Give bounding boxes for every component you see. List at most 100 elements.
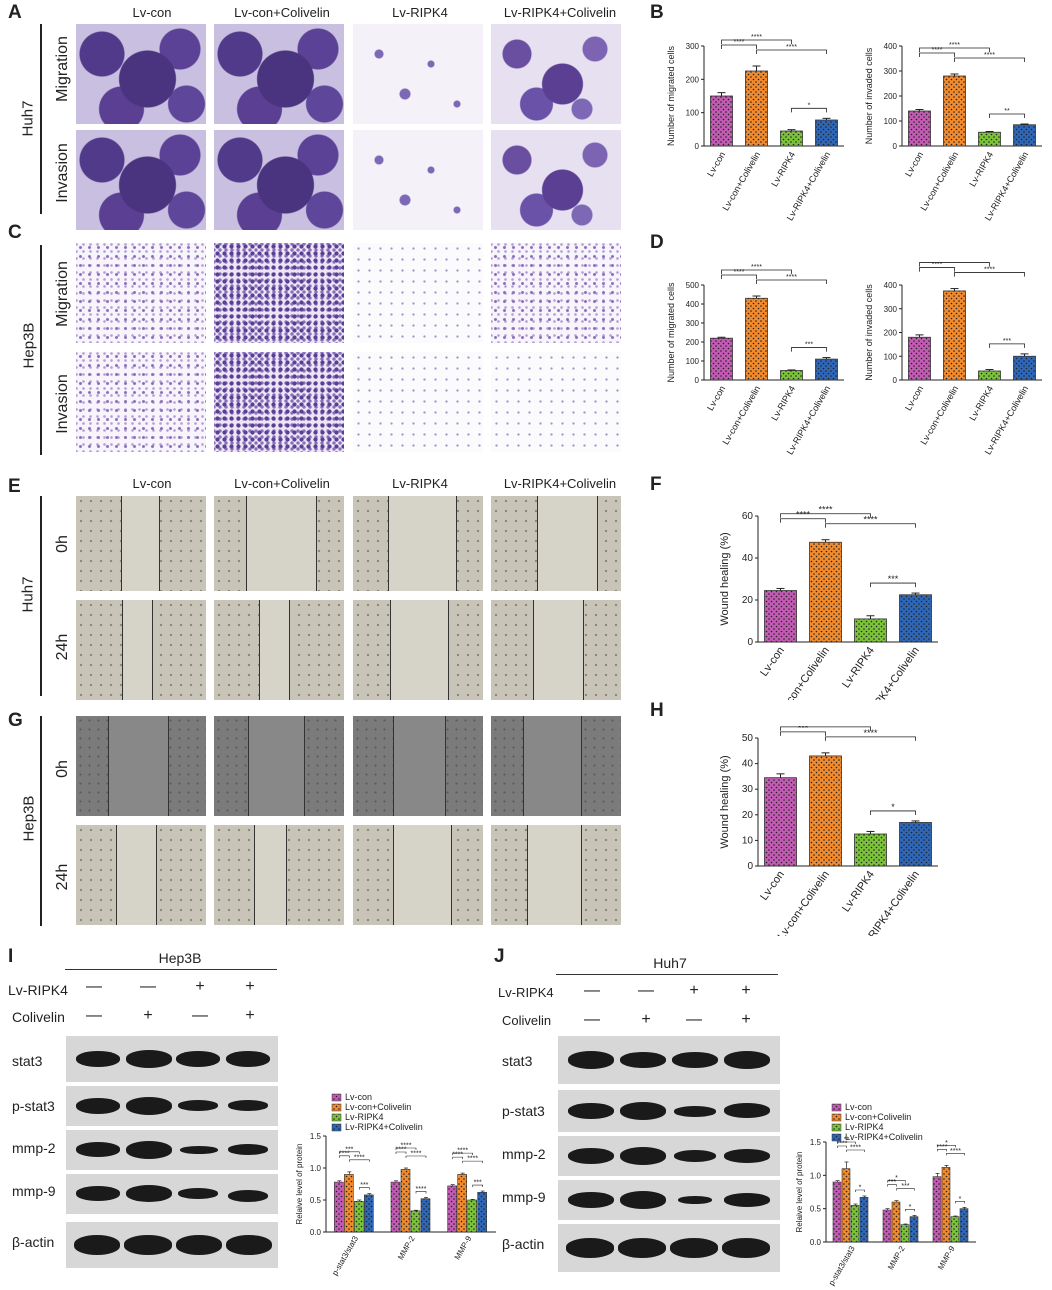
c-micro-2-4 <box>491 352 621 452</box>
sig-bracket <box>339 1151 360 1154</box>
y-tick-label: 200 <box>884 92 898 101</box>
bar-1 <box>764 590 797 643</box>
c-micro-1-3 <box>353 243 483 343</box>
bar-4 <box>899 594 932 643</box>
wb-hep3b-col-sign-4: + <box>245 1007 255 1024</box>
y-tick-label: 20 <box>742 810 754 821</box>
e-wound-2-1 <box>76 600 206 700</box>
wb-hep3b-title: Hep3B <box>158 950 202 966</box>
sig-label: *** <box>474 1180 482 1187</box>
sig-bracket <box>870 582 916 588</box>
sig-label: *** <box>805 342 813 349</box>
col-head-a-2: Lv-con+Colivelin <box>234 5 330 20</box>
wb-hep3b-blot-stat3 <box>66 1036 278 1082</box>
a-migration-label: Migration <box>54 36 71 102</box>
x-tick-label: Lv-con <box>705 384 727 412</box>
wb-huh7-rule <box>556 974 778 975</box>
hep3b-label-g: Hep3B <box>20 795 38 842</box>
sig-label: **** <box>932 262 943 269</box>
bar-3 <box>978 370 1001 381</box>
sig-label: *** <box>1003 338 1011 345</box>
x-tick-label: Lv-con+Colivelin <box>720 384 762 446</box>
x-tick-label: Lv-con <box>903 150 925 178</box>
x-tick-label: Lv-RIPK4 <box>840 645 877 690</box>
x-tick-label: Lv-con <box>758 869 787 903</box>
bar-2-2 <box>400 1168 411 1233</box>
wb-huh7-colivelin-label: Colivelin <box>502 1013 552 1028</box>
bar-2 <box>809 755 842 867</box>
y-axis-label: Number of migrated cells <box>666 282 676 383</box>
x-tick-label: Lv-con <box>705 150 727 178</box>
bar-1 <box>764 777 797 867</box>
legend-swatch <box>831 1123 842 1132</box>
col-head-a-4: Lv-RIPK4+Colivelin <box>503 5 617 20</box>
sig-bracket <box>989 343 1025 348</box>
wb-huh7-protein-4: mmp-9 <box>502 1189 546 1205</box>
sig-bracket <box>919 52 955 57</box>
col-head-a-3: Lv-RIPK4 <box>392 5 448 20</box>
sig-bracket <box>452 1156 463 1160</box>
sig-bracket <box>946 1153 965 1156</box>
sig-label: **** <box>467 1156 478 1163</box>
sig-bracket <box>415 1191 427 1194</box>
sig-bracket <box>887 1180 906 1183</box>
wb-huh7-blot-stat3 <box>558 1036 780 1084</box>
sig-bracket <box>896 1188 915 1191</box>
y-tick-label: 100 <box>686 109 700 118</box>
bar-1-2 <box>841 1168 851 1243</box>
chart-d-invaded: 0 100 200 300 400 Number of invaded cells Lv-c… <box>864 262 1042 456</box>
bar-1-4 <box>859 1197 869 1243</box>
legend-swatch <box>831 1133 842 1142</box>
bar-3-1 <box>932 1176 942 1243</box>
panel-letter-i: I <box>8 946 14 967</box>
sig-bracket <box>887 1184 897 1187</box>
y-tick-label: 0.5 <box>810 1205 822 1214</box>
wb-huh7-protein-5: β-actin <box>502 1236 545 1252</box>
x-tick-label: p-stat3/stat3 <box>330 1234 360 1277</box>
sig-bracket <box>954 57 1025 62</box>
sig-label: **** <box>818 726 833 728</box>
col-head-e-2: Lv-con+Colivelin <box>234 476 330 491</box>
huh7-bracket-e <box>40 496 42 696</box>
g-0h-label: 0h <box>54 760 71 778</box>
sig-bracket <box>339 1155 350 1158</box>
e-wound-1-4 <box>491 496 621 591</box>
wb-huh7-blot-actin <box>558 1224 780 1272</box>
wb-hep3b-col-sign-2: + <box>143 1007 153 1024</box>
wb-huh7-col-sign-1: — <box>584 1011 600 1028</box>
bar-4 <box>1013 124 1036 147</box>
panel-letter-e: E <box>8 476 21 497</box>
bar-3-4 <box>477 1192 487 1233</box>
sig-label: **** <box>850 1145 861 1152</box>
bar-2 <box>943 290 966 381</box>
sig-bracket <box>791 347 827 352</box>
wb-hep3b-ripk4-sign-4: + <box>245 978 255 995</box>
y-tick-label: 300 <box>884 67 898 76</box>
sig-label: **** <box>411 1151 422 1158</box>
sig-label: * <box>909 1204 912 1211</box>
y-tick-label: 300 <box>686 319 700 328</box>
bar-2 <box>745 70 768 147</box>
sig-label: **** <box>932 47 943 54</box>
bar-3-1 <box>447 1185 457 1233</box>
y-tick-label: 200 <box>686 75 700 84</box>
sig-label: **** <box>796 510 811 520</box>
wb-huh7-title: Huh7 <box>653 955 687 971</box>
a-micro-2-1 <box>76 130 206 230</box>
wb-hep3b-protein-2: p-stat3 <box>12 1098 55 1114</box>
a-micro-2-4 <box>491 130 621 230</box>
a-micro-1-3 <box>353 24 483 124</box>
bar-1 <box>908 110 931 147</box>
huh7-label-e: Huh7 <box>19 576 37 613</box>
wb-huh7-ripk4-label: Lv-RIPK4 <box>498 985 554 1000</box>
sig-bracket <box>780 518 826 523</box>
sig-bracket <box>721 274 757 280</box>
wb-huh7-ripk4-sign-2: — <box>638 982 654 999</box>
col-head-e-4: Lv-RIPK4+Colivelin <box>503 476 617 491</box>
sig-bracket <box>837 1145 847 1148</box>
sig-label: **** <box>984 267 995 274</box>
y-tick-label: 400 <box>884 42 898 51</box>
sig-bracket <box>825 736 916 741</box>
